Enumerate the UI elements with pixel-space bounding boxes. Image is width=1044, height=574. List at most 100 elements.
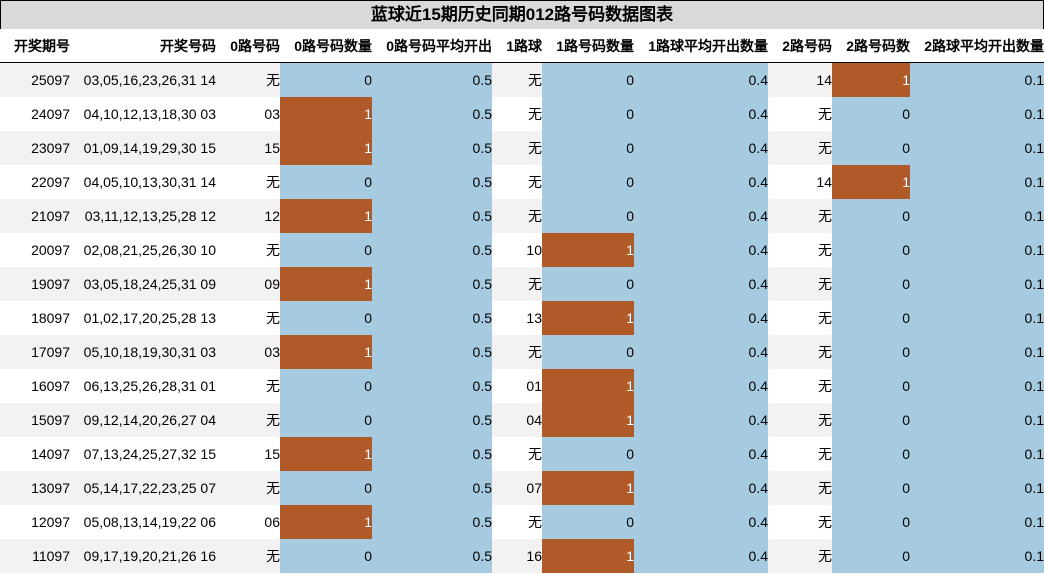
table-row: 16097 06,13,25,26,28,31 01 无 0 0.5 01 1 0.4 无 0 0.… [0, 369, 1044, 403]
cell-r1-count: 0 [542, 62, 634, 97]
cell-r2-count: 0 [832, 267, 910, 301]
cell-r0-avg: 0.5 [372, 505, 492, 539]
cell-r2: 无 [768, 335, 832, 369]
cell-r2: 无 [768, 267, 832, 301]
cell-r0: 03 [216, 335, 280, 369]
cell-numbers: 03,11,12,13,25,28 12 [70, 199, 216, 233]
table-row: 23097 01,09,14,19,29,30 15 15 1 0.5 无 0 0.4 无 0 0.… [0, 131, 1044, 165]
cell-r0-avg: 0.5 [372, 131, 492, 165]
cell-r0-avg: 0.5 [372, 437, 492, 471]
cell-r2: 无 [768, 233, 832, 267]
cell-r1-count: 0 [542, 131, 634, 165]
cell-r2: 14 [768, 62, 832, 97]
table-row: 19097 03,05,18,24,25,31 09 09 1 0.5 无 0 0.4 无 0 0.… [0, 267, 1044, 301]
cell-r2-count: 0 [832, 505, 910, 539]
cell-r0-count: 0 [280, 62, 372, 97]
cell-r0-avg: 0.5 [372, 335, 492, 369]
cell-r1: 10 [492, 233, 542, 267]
cell-issue: 20097 [0, 233, 70, 267]
cell-r2-count: 1 [832, 165, 910, 199]
cell-r2: 无 [768, 369, 832, 403]
header-r0-avg: 0路号码平均开出 [372, 29, 492, 63]
cell-r1-count: 0 [542, 267, 634, 301]
cell-r1-count: 0 [542, 97, 634, 131]
table-row: 20097 02,08,21,25,26,30 10 无 0 0.5 10 1 0.4 无 0 0.… [0, 233, 1044, 267]
cell-r1-avg: 0.4 [634, 267, 768, 301]
cell-issue: 18097 [0, 301, 70, 335]
cell-r2-count: 0 [832, 199, 910, 233]
cell-r1: 16 [492, 539, 542, 573]
cell-r0-avg: 0.5 [372, 62, 492, 97]
cell-r1-avg: 0.4 [634, 437, 768, 471]
cell-numbers: 04,05,10,13,30,31 14 [70, 165, 216, 199]
header-r0-count: 0路号码数量 [280, 29, 372, 63]
cell-r0: 无 [216, 403, 280, 437]
cell-r0-count: 0 [280, 369, 372, 403]
cell-r2-count: 0 [832, 335, 910, 369]
table-body: 25097 03,05,16,23,26,31 14 无 0 0.5 无 0 0.4 14 1 0.… [0, 62, 1044, 573]
cell-r1-avg: 0.4 [634, 199, 768, 233]
table-row: 13097 05,14,17,22,23,25 07 无 0 0.5 07 1 0.4 无 0 0.… [0, 471, 1044, 505]
cell-r2-count: 0 [832, 301, 910, 335]
cell-r0-count: 1 [280, 97, 372, 131]
cell-r1-count: 0 [542, 505, 634, 539]
cell-r0: 12 [216, 199, 280, 233]
table-row: 12097 05,08,13,14,19,22 06 06 1 0.5 无 0 0.4 无 0 0.… [0, 505, 1044, 539]
cell-r0: 无 [216, 301, 280, 335]
table-row: 25097 03,05,16,23,26,31 14 无 0 0.5 无 0 0.4 14 1 0.… [0, 62, 1044, 97]
table-row: 17097 05,10,18,19,30,31 03 03 1 0.5 无 0 0.4 无 0 0.… [0, 335, 1044, 369]
cell-r1-avg: 0.4 [634, 62, 768, 97]
cell-r2: 14 [768, 165, 832, 199]
cell-r0-count: 0 [280, 301, 372, 335]
cell-r1-avg: 0.4 [634, 471, 768, 505]
cell-r0: 无 [216, 233, 280, 267]
cell-r1: 无 [492, 165, 542, 199]
table-row: 15097 09,12,14,20,26,27 04 无 0 0.5 04 1 0.4 无 0 0.… [0, 403, 1044, 437]
cell-r0: 无 [216, 62, 280, 97]
table-row: 21097 03,11,12,13,25,28 12 12 1 0.5 无 0 0.4 无 0 0.… [0, 199, 1044, 233]
cell-numbers: 09,17,19,20,21,26 16 [70, 539, 216, 573]
cell-r1-avg: 0.4 [634, 505, 768, 539]
cell-issue: 17097 [0, 335, 70, 369]
cell-r0: 15 [216, 437, 280, 471]
cell-r0-count: 1 [280, 335, 372, 369]
header-r2-count: 2路号码数 [832, 29, 910, 63]
cell-r0-avg: 0.5 [372, 403, 492, 437]
cell-r2-avg: 0.1 [910, 165, 1044, 199]
cell-r0: 03 [216, 97, 280, 131]
table-row: 14097 07,13,24,25,27,32 15 15 1 0.5 无 0 0.4 无 0 0.… [0, 437, 1044, 471]
cell-issue: 21097 [0, 199, 70, 233]
cell-r2-avg: 0.1 [910, 335, 1044, 369]
cell-numbers: 03,05,16,23,26,31 14 [70, 62, 216, 97]
cell-r1-avg: 0.4 [634, 539, 768, 573]
cell-r1: 无 [492, 199, 542, 233]
table-row: 18097 01,02,17,20,25,28 13 无 0 0.5 13 1 0.4 无 0 0.… [0, 301, 1044, 335]
cell-r1: 无 [492, 505, 542, 539]
cell-r2-count: 0 [832, 369, 910, 403]
cell-r2-avg: 0.1 [910, 505, 1044, 539]
cell-r0-count: 0 [280, 403, 372, 437]
cell-r1-avg: 0.4 [634, 369, 768, 403]
cell-numbers: 01,09,14,19,29,30 15 [70, 131, 216, 165]
cell-r0-count: 0 [280, 165, 372, 199]
cell-r1-count: 1 [542, 233, 634, 267]
cell-r1-count: 1 [542, 403, 634, 437]
cell-r0: 无 [216, 165, 280, 199]
cell-r2: 无 [768, 505, 832, 539]
cell-r2: 无 [768, 471, 832, 505]
cell-r0-avg: 0.5 [372, 97, 492, 131]
cell-r0-avg: 0.5 [372, 539, 492, 573]
header-issue: 开奖期号 [0, 29, 70, 63]
cell-r2-count: 1 [832, 62, 910, 97]
header-numbers: 开奖号码 [70, 29, 216, 63]
cell-r1: 04 [492, 403, 542, 437]
header-r1-count: 1路号码数量 [542, 29, 634, 63]
cell-r1-count: 1 [542, 369, 634, 403]
cell-r0-count: 1 [280, 267, 372, 301]
cell-r2-avg: 0.1 [910, 97, 1044, 131]
cell-issue: 23097 [0, 131, 70, 165]
cell-r1: 无 [492, 267, 542, 301]
cell-r0: 无 [216, 471, 280, 505]
cell-r2-avg: 0.1 [910, 471, 1044, 505]
